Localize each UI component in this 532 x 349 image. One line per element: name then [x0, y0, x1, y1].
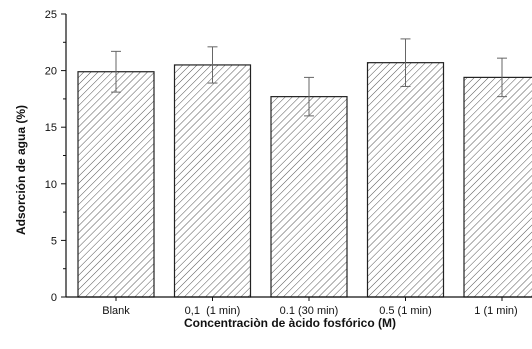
y-tick-label: 20 [45, 66, 57, 78]
y-tick-label: 5 [51, 235, 57, 247]
bar [270, 96, 348, 298]
y-tick-label: 10 [45, 179, 57, 191]
x-axis-title: Concentraciòn de àcido fosfórico (M) [184, 316, 396, 330]
y-tick-label: 15 [45, 122, 57, 134]
bar [366, 62, 445, 298]
bars-group [77, 62, 532, 298]
error-bars-group [111, 38, 507, 117]
bar [463, 76, 532, 298]
y-axis-title: Adsorción de agua (%) [14, 105, 28, 235]
y-tick-label: 25 [45, 9, 57, 21]
bar [77, 71, 155, 298]
bar [173, 64, 252, 298]
y-tick-label: 0 [51, 292, 57, 304]
x-ticks-group: Blank 0,1 (1 min) 0.1 (30 min) 0.5 (1 min) 1… [102, 297, 518, 317]
x-tick-label: 0.1 (30 min) [280, 305, 339, 317]
x-tick-label: 0.5 (1 min) [379, 305, 432, 317]
x-tick-label: 1 (1 min) [474, 305, 517, 317]
x-tick-label: 0,1 (1 min) [185, 305, 241, 317]
x-tick-label: Blank [102, 305, 130, 317]
y-ticks-group: 0 5 10 15 20 25 [45, 9, 66, 304]
